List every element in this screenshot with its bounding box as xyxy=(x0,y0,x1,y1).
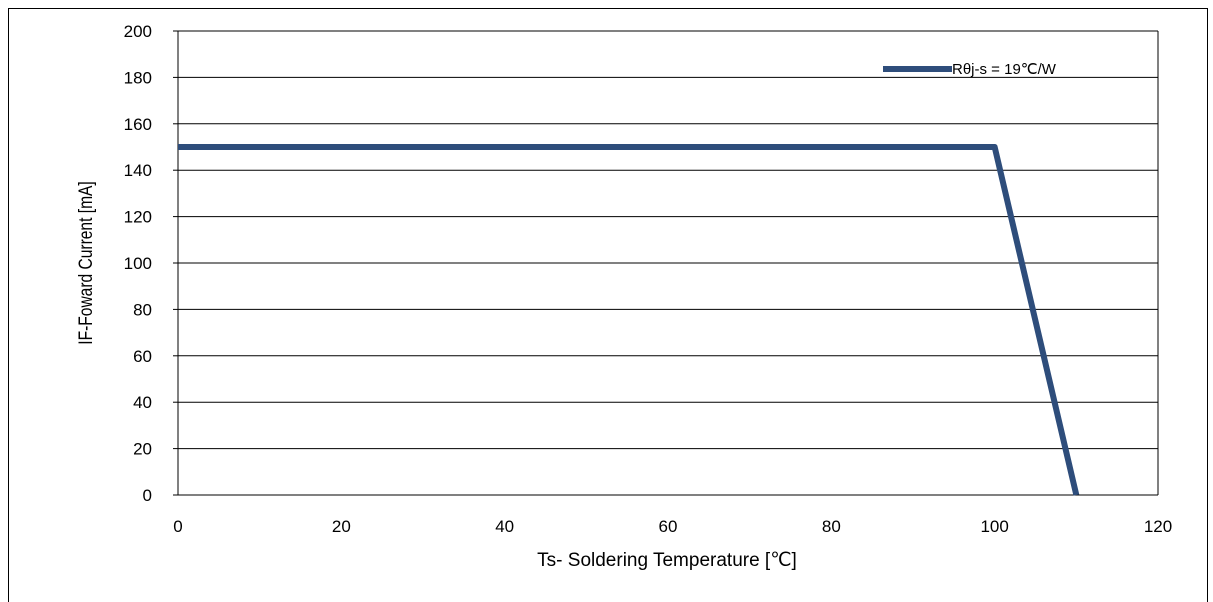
axes xyxy=(173,30,1159,496)
legend-label: Rθj-s = 19℃/W xyxy=(952,61,1057,78)
series-line-0 xyxy=(178,144,1080,496)
y-tick-label-180: 180 xyxy=(124,68,152,87)
x-tick-label-120: 120 xyxy=(1144,517,1172,536)
y-tick-labels: 0 20 40 60 80 100 120 140 160 180 200 xyxy=(124,22,152,505)
chart-frame xyxy=(8,8,1208,602)
x-tick-label-60: 60 xyxy=(659,517,678,536)
x-tick-label-40: 40 xyxy=(495,517,514,536)
y-tick-label-60: 60 xyxy=(133,347,152,366)
x-tick-label-100: 100 xyxy=(980,517,1008,536)
x-tick-label-20: 20 xyxy=(332,517,351,536)
y-tick-label-0: 0 xyxy=(143,486,152,505)
legend: Rθj-s = 19℃/W xyxy=(883,61,1057,78)
x-tick-label-80: 80 xyxy=(822,517,841,536)
y-tick-label-160: 160 xyxy=(124,115,152,134)
grid-lines xyxy=(178,30,1158,450)
x-tick-labels: 0 20 40 60 80 100 120 xyxy=(173,517,1172,536)
y-axis-title: IF-Foward Current [mA] xyxy=(75,181,97,344)
x-tick-label-0: 0 xyxy=(173,517,182,536)
y-tick-label-100: 100 xyxy=(124,254,152,273)
y-tick-label-200: 200 xyxy=(124,22,152,41)
series-layer xyxy=(178,144,1080,496)
y-tick-label-40: 40 xyxy=(133,393,152,412)
y-tick-label-120: 120 xyxy=(124,208,152,227)
y-tick-label-80: 80 xyxy=(133,300,152,319)
y-tick-label-20: 20 xyxy=(133,440,152,459)
x-axis-title: Ts- Soldering Temperature [℃] xyxy=(537,550,797,571)
y-tick-label-140: 140 xyxy=(124,161,152,180)
